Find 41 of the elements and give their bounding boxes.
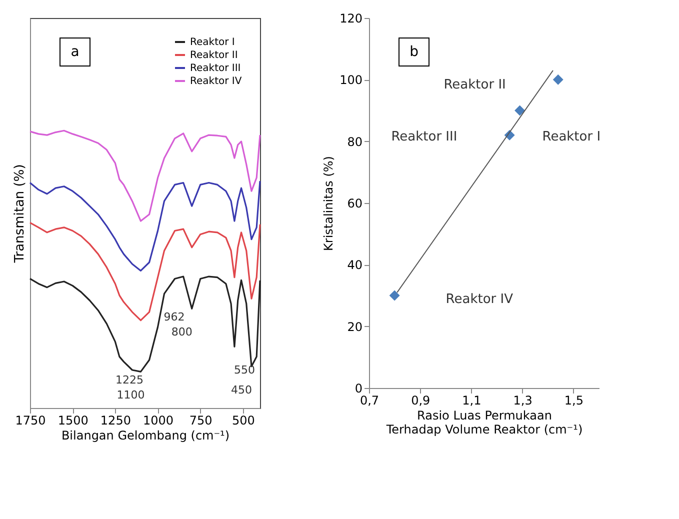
annotation: Reaktor I (542, 129, 601, 144)
annotation: Reaktor IV (446, 292, 514, 308)
y-axis-title: Kristalinitas (%) (322, 156, 336, 251)
legend-label: Reaktor III (190, 63, 241, 74)
annotation: b (410, 44, 419, 60)
x-tick-label: 1500 (58, 414, 88, 428)
legend-label: Reaktor II (190, 50, 238, 61)
annotation: 962 (164, 310, 185, 324)
x-tick-label: 1,1 (462, 394, 482, 408)
legend-label: Reaktor IV (190, 76, 242, 87)
x-tick-label: 500 (232, 414, 255, 428)
annotation: Reaktor III (391, 129, 458, 144)
annotation: 800 (171, 326, 192, 339)
y-axis-title: Transmitan (%) (12, 164, 28, 264)
y-tick-label: 120 (340, 12, 362, 26)
x-tick-label: 0,9 (411, 394, 430, 408)
point (389, 290, 400, 301)
legend-label: Reaktor I (190, 37, 235, 48)
y-tick-label: 40 (347, 258, 362, 272)
y-tick-label: 80 (347, 134, 362, 149)
annotation: 550 (234, 364, 255, 377)
x-tick-label: 750 (189, 414, 212, 428)
text: a (70, 44, 80, 60)
annotation: 450 (230, 383, 252, 396)
annotation: 1225 (115, 374, 144, 387)
x-tick-label: 1,5 (564, 394, 584, 408)
x-tick-label: 1000 (143, 414, 174, 428)
annotation: 1100 (116, 388, 145, 402)
x-tick-label: 1750 (15, 414, 46, 428)
y-tick-label: 100 (340, 73, 362, 88)
x-tick-label: 1250 (100, 414, 131, 428)
y-tick-label: 60 (347, 196, 362, 210)
x-axis-title: Rasio Luas Permukaan Terhadap Volume Reaktor (cm⁻¹) (385, 408, 583, 436)
x-tick-label: 1,3 (513, 394, 532, 408)
point (552, 74, 564, 85)
x-tick-label: 0,7 (360, 394, 380, 408)
x-axis-title: Bilangan Gelombang (cm⁻¹) (61, 428, 230, 442)
y-tick-label: 20 (347, 320, 362, 334)
annotation: Reaktor II (444, 78, 506, 93)
point (514, 105, 526, 116)
y-tick-label: 0 (354, 382, 362, 396)
